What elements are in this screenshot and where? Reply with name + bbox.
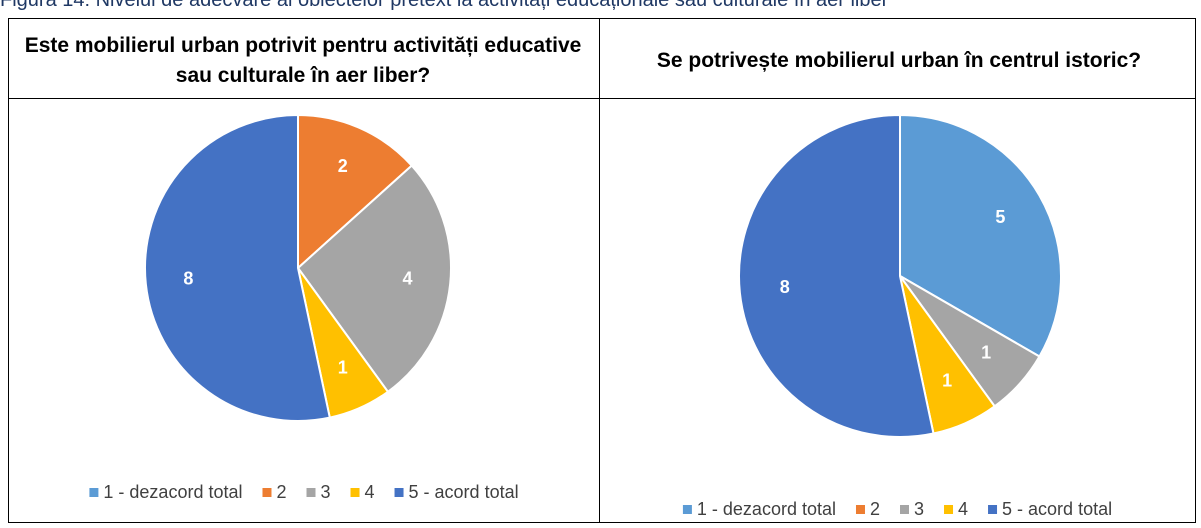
pie-slice [296, 164, 452, 394]
legend-label: 1 - dezacord total [697, 499, 836, 519]
legend-swatch [682, 505, 692, 514]
legend-swatch [89, 488, 99, 497]
pie-slice [297, 113, 414, 271]
table-frame [8, 18, 1196, 523]
legend-label: 2 [870, 499, 880, 519]
pie-slice [899, 113, 1062, 358]
legend-label: 3 [914, 499, 924, 519]
data-label: 4 [403, 268, 413, 288]
legend-swatch [944, 505, 954, 514]
legend-label: 4 [365, 482, 375, 502]
data-label: 1 [338, 357, 348, 377]
legend-label: 2 [276, 482, 286, 502]
column-divider [599, 18, 600, 523]
legend-label: 5 - acord total [409, 482, 519, 502]
row-divider [8, 98, 1196, 99]
data-label: 1 [981, 342, 991, 362]
chart: 5 1 1 8 1 - dezacord total 2 3 4 5 - acord total [682, 113, 1112, 519]
data-label: 2 [338, 156, 348, 176]
legend-swatch [262, 488, 272, 497]
data-label: 1 [942, 371, 952, 391]
data-label: 8 [183, 268, 193, 288]
data-label: 5 [995, 207, 1005, 227]
legend-swatch [306, 488, 316, 497]
caption: Figura 14: Nivelul de adecvare al obiect… [0, 0, 889, 11]
legend-swatch [394, 488, 404, 497]
legend-label: 5 - acord total [1002, 499, 1112, 519]
chart-title: Se potrivește mobilierul urban în centru… [656, 49, 1142, 72]
chart: 2 4 1 8 1 - dezacord total 2 3 4 5 - acord total [89, 113, 519, 502]
legend-swatch [855, 505, 865, 514]
legend-swatch [900, 505, 909, 514]
legend-swatch [350, 488, 360, 497]
pie-slice [144, 113, 331, 422]
legend-label: 3 [321, 482, 331, 502]
chart-title: Este mobilierul urban potrivit pentru ac… [24, 34, 582, 87]
data-label: 8 [780, 277, 790, 297]
legend-label: 1 - dezacord total [103, 482, 242, 502]
pie-slice [738, 113, 935, 438]
legend-swatch [988, 505, 998, 514]
legend-label: 4 [958, 499, 968, 519]
